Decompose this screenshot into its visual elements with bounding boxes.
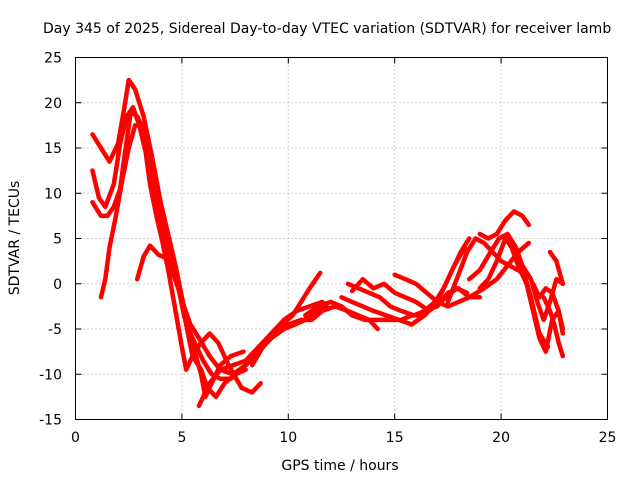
x-tick-label: 20 — [492, 430, 510, 446]
y-tick-label: -15 — [39, 413, 62, 429]
x-axis-label: GPS time / hours — [281, 458, 398, 474]
series-trace-19 — [530, 281, 566, 336]
y-tick-label: 20 — [44, 96, 62, 112]
y-tick-label: -5 — [48, 322, 62, 338]
x-tick-label: 25 — [599, 430, 617, 446]
y-tick-label: 25 — [44, 51, 62, 67]
tick-labels: 0 5 10 15 20 25 -15 -10 -5 0 5 10 15 20 25 — [39, 51, 616, 447]
series-trace-7 — [230, 304, 329, 377]
y-tick-label: 0 — [53, 277, 62, 293]
series-trace-8 — [249, 270, 323, 368]
y-tick-label: 15 — [44, 141, 62, 157]
y-tick-label: 10 — [44, 186, 62, 202]
series-trace-6 — [196, 299, 325, 409]
series-trace-5 — [134, 243, 248, 400]
series-trace-18 — [445, 236, 551, 350]
series-trace-17 — [477, 209, 532, 241]
x-tick-label: 0 — [71, 430, 80, 446]
x-tick-label: 15 — [386, 430, 404, 446]
x-tick-label: 5 — [177, 430, 186, 446]
grid-lines — [75, 57, 608, 420]
data-series — [90, 77, 566, 409]
series-trace-2 — [90, 105, 263, 395]
series-trace-21 — [547, 249, 566, 287]
y-tick-label: 5 — [53, 232, 62, 248]
series-trace-4 — [98, 123, 244, 382]
series-trace-12 — [345, 236, 472, 318]
series-trace-13 — [349, 276, 483, 312]
series-trace-20 — [541, 295, 566, 359]
y-axis-label: SDTVAR / TECUs — [7, 181, 23, 296]
y-tick-label: -10 — [39, 367, 62, 383]
axis-ticks — [75, 57, 608, 420]
chart-title: Day 345 of 2025, Sidereal Day-to-day VTE… — [43, 21, 611, 37]
x-tick-label: 10 — [279, 430, 297, 446]
